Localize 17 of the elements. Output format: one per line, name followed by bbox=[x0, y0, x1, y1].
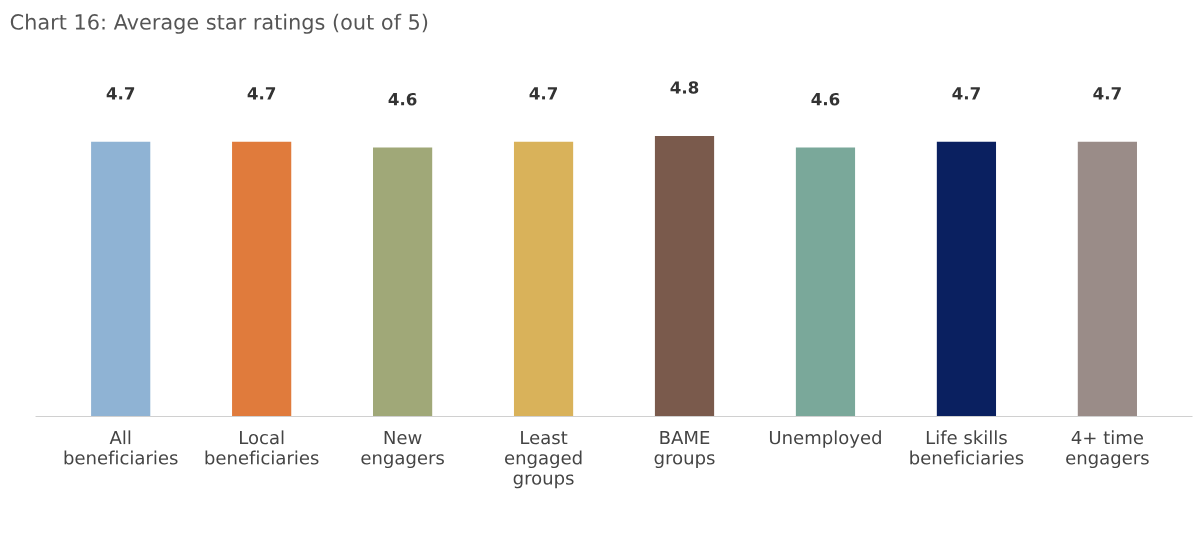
x-tick-label: BAME groups bbox=[654, 430, 715, 469]
chart-title: Chart 16: Average star ratings (out of 5) bbox=[10, 13, 428, 34]
data-label: 4.6 bbox=[811, 92, 840, 106]
x-tick-label: Life skills beneficiaries bbox=[910, 430, 1024, 465]
x-tick-label: All beneficiaries bbox=[64, 430, 178, 465]
x-tick-label: 4+ time engagers bbox=[1066, 430, 1149, 469]
data-label: 4.8 bbox=[670, 81, 699, 94]
data-label: 4.7 bbox=[247, 87, 276, 100]
data-label: 4.7 bbox=[106, 87, 135, 100]
data-label: 4.7 bbox=[952, 87, 980, 100]
x-tick-label: New engagers bbox=[361, 430, 444, 469]
data-label: 4.6 bbox=[388, 92, 417, 106]
data-label: 4.7 bbox=[529, 87, 557, 100]
x-tick-label: Least engaged groups bbox=[505, 430, 582, 489]
x-tick-label: Unemployed bbox=[769, 430, 881, 448]
data-label: 4.7 bbox=[1093, 87, 1121, 100]
x-tick-label: Local beneficiaries bbox=[205, 430, 319, 465]
